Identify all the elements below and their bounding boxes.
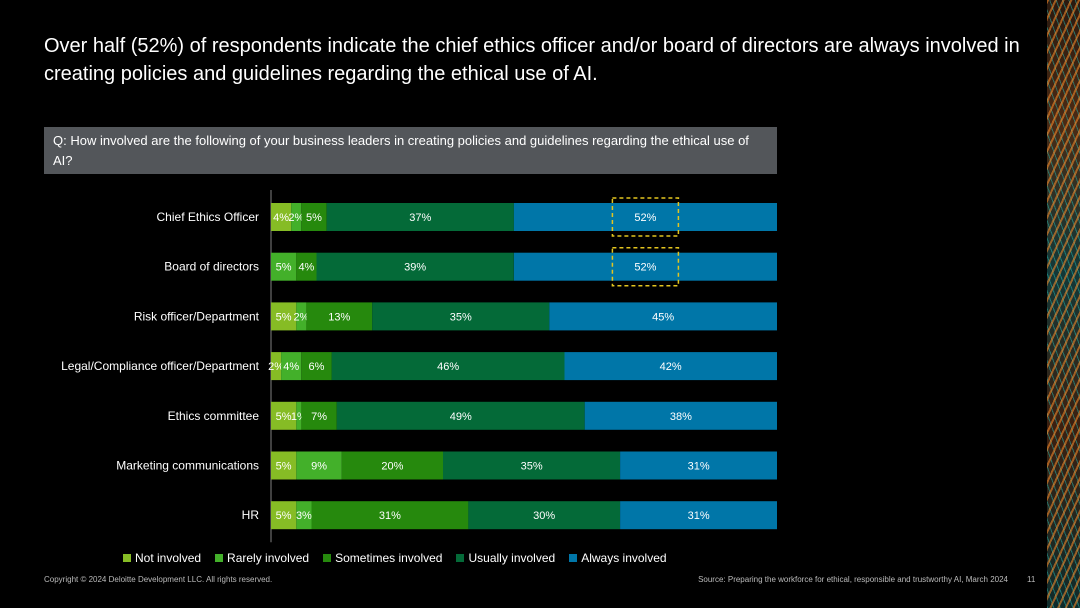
data-label: 35%: [450, 311, 472, 323]
legend-item: Usually involved: [456, 551, 555, 565]
bar-segment: [372, 302, 550, 331]
bar-segment: [468, 501, 621, 530]
data-label: 4%: [298, 262, 314, 274]
bar-segment: [296, 451, 342, 480]
bar-segment: [443, 451, 621, 480]
data-label: 2%: [268, 361, 284, 373]
data-label: 3%: [296, 510, 312, 522]
bar-segment: [311, 501, 469, 530]
bar-segment: [296, 501, 312, 530]
legend-item: Not involved: [123, 551, 201, 565]
bar-segment: [306, 302, 373, 331]
question-box: Q: How involved are the following of you…: [44, 127, 777, 174]
data-label: 2%: [293, 311, 309, 323]
bar-segment: [336, 401, 585, 430]
legend-item: Always involved: [569, 551, 667, 565]
data-label: 37%: [409, 212, 431, 224]
bar-segment: [271, 501, 297, 530]
legend-label: Rarely involved: [227, 551, 310, 565]
category-label: Chief Ethics Officer: [157, 210, 259, 224]
data-label: 5%: [276, 461, 292, 473]
bar-segment: [271, 203, 292, 231]
bar-segment: [291, 203, 302, 231]
bar-segment: [620, 451, 777, 480]
legend-label: Always involved: [581, 551, 667, 565]
bar-segment: [281, 352, 302, 381]
bar-segment: [296, 401, 302, 430]
data-label: 9%: [311, 461, 327, 473]
legend-swatch: [215, 554, 224, 562]
decorative-art-strip: [1047, 0, 1080, 608]
data-label: 5%: [276, 510, 292, 522]
data-label: 6%: [309, 361, 325, 373]
data-label: 39%: [404, 262, 426, 274]
category-label: Risk officer/Department: [134, 309, 260, 323]
copyright-text: Copyright © 2024 Deloitte Development LL…: [44, 575, 273, 584]
data-label: 31%: [688, 510, 710, 522]
data-label: 52%: [634, 212, 656, 224]
page-title: Over half (52%) of respondents indicate …: [44, 35, 1020, 85]
data-label: 5%: [306, 212, 322, 224]
bar-segment: [620, 501, 777, 530]
data-label: 5%: [276, 311, 292, 323]
data-label: 45%: [652, 311, 674, 323]
bar-segment: [271, 401, 297, 430]
bar-segment: [549, 302, 777, 331]
bar-segment: [296, 302, 307, 331]
category-label: Board of directors: [164, 260, 259, 274]
legend-swatch: [123, 554, 131, 562]
data-label: 2%: [288, 212, 304, 224]
legend-label: Usually involved: [468, 551, 556, 565]
category-label: Legal/Compliance officer/Department: [61, 359, 260, 373]
bar-segment: [584, 401, 777, 430]
bar-segment: [301, 203, 327, 231]
data-label: 13%: [328, 311, 350, 323]
data-label: 20%: [381, 461, 403, 473]
source-text: Source: Preparing the workforce for ethi…: [698, 575, 1008, 584]
bar-segment: [513, 203, 777, 231]
chart-legend: Not involved Rarely involved Sometimes inv…: [123, 551, 667, 565]
data-label: 4%: [283, 361, 299, 373]
bar-segment: [513, 252, 777, 281]
data-label: 30%: [533, 510, 555, 522]
category-label: Ethics committee: [168, 409, 260, 423]
data-label: 49%: [450, 411, 472, 423]
legend-item: Sometimes involved: [323, 551, 442, 565]
data-label: 46%: [437, 361, 459, 373]
data-label: 42%: [660, 361, 682, 373]
category-label: HR: [242, 508, 260, 522]
bar-segment: [271, 451, 297, 480]
highlight-box: [611, 246, 680, 287]
bar-segment: [316, 252, 514, 281]
data-label: 31%: [379, 510, 401, 522]
bar-segment: [341, 451, 443, 480]
legend-item: Rarely involved: [215, 551, 309, 565]
legend-swatch: [323, 554, 332, 562]
bar-segment: [326, 203, 514, 231]
stacked-bar-chart: Chief Ethics Officer 4% 2% 5% 37% 52%Board of…: [61, 190, 777, 543]
legend-swatch: [569, 554, 578, 562]
data-label: 31%: [688, 461, 710, 473]
data-label: 52%: [634, 262, 656, 274]
page-number: 11: [1027, 575, 1036, 584]
bar-segment: [301, 352, 332, 381]
bar-segment: [271, 302, 297, 331]
bar-segment: [331, 352, 565, 381]
data-label: 5%: [276, 262, 292, 274]
data-label: 7%: [311, 411, 327, 423]
legend-swatch: [456, 554, 465, 562]
category-label: Marketing communications: [116, 459, 259, 473]
bar-segment: [271, 252, 297, 281]
bar-segment: [564, 352, 777, 381]
data-label: 4%: [273, 212, 289, 224]
bar-segment: [301, 401, 337, 430]
data-label: 38%: [670, 411, 692, 423]
highlight-box: [611, 197, 680, 237]
bar-segment: [296, 252, 317, 281]
data-label: 5%: [276, 411, 292, 423]
legend-label: Sometimes involved: [335, 551, 443, 565]
legend-label: Not involved: [135, 551, 202, 565]
data-label: 35%: [521, 461, 543, 473]
bar-segment: [271, 352, 282, 381]
